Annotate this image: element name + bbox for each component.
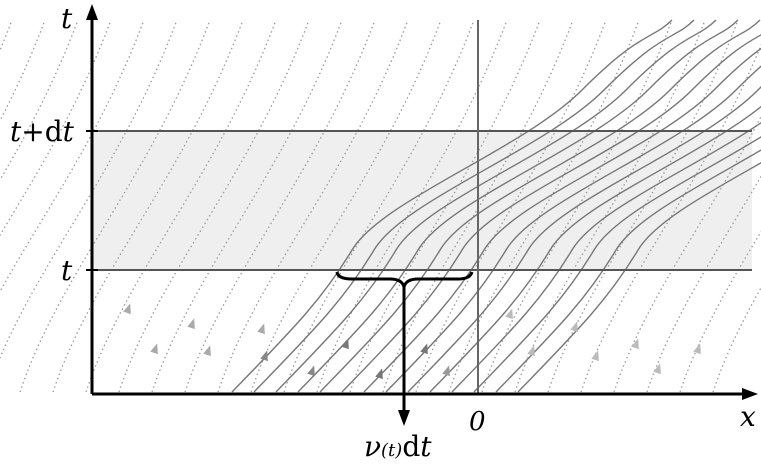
flow-arrow-icon: [420, 343, 428, 355]
solid-streamline: [319, 19, 761, 393]
t-plus-dt-label-t: t: [10, 115, 22, 148]
solid-streamline: [231, 19, 673, 393]
flow-arrow-icon: [123, 303, 131, 315]
flow-arrow-icon: [257, 323, 265, 335]
t-axis-arrowhead: [86, 4, 98, 20]
flow-direction-arrows: [123, 303, 701, 380]
solid-streamline: [517, 162, 761, 393]
flow-arrow-icon: [341, 338, 349, 350]
x-axis-arrowhead: [742, 388, 758, 400]
flow-arrow-icon: [631, 338, 639, 350]
solid-streamline: [297, 19, 739, 393]
solid-streamline: [407, 86, 761, 393]
t-plus-dt-label: t+dt: [10, 115, 75, 148]
dotted-streamline: [679, 230, 761, 393]
dotted-streamline: [547, 19, 739, 393]
t-plus-dt-label-t2: t: [63, 115, 75, 148]
t-axis-label: t: [61, 2, 73, 35]
dotted-streamline: [0, 19, 46, 122]
dotted-streamline: [481, 19, 673, 393]
solid-streamlines: [231, 19, 761, 393]
dotted-streamline: [415, 19, 607, 393]
dotted-streamline: [0, 19, 145, 293]
flow-arrow-icon: [187, 318, 195, 330]
dotted-streamline: [646, 175, 761, 393]
dotted-streamline: [349, 19, 541, 393]
flux-label-d: d: [402, 430, 420, 463]
dotted-streamline: [283, 19, 475, 393]
dotted-streamline: [184, 19, 376, 393]
flow-arrow-icon: [653, 363, 661, 375]
flow-arrow-icon: [260, 350, 268, 362]
x-axis-label: x: [740, 400, 756, 433]
solid-streamline: [363, 47, 761, 393]
flow-arrow-icon: [570, 321, 578, 333]
flow-arrow-icon: [150, 343, 158, 355]
dotted-streamline: [19, 19, 211, 393]
dotted-streamline: [0, 19, 13, 52]
flux-label-nu: ν: [364, 430, 381, 463]
dotted-streamline: [316, 19, 508, 393]
dotted-streamline: [85, 19, 277, 393]
flux-label-t: t: [420, 430, 432, 463]
flow-arrow-icon: [375, 368, 383, 380]
dotted-streamline: [118, 19, 310, 393]
flow-arrow-icon: [442, 365, 450, 377]
dotted-streamline: [382, 19, 574, 393]
dotted-streamlines: [0, 19, 761, 393]
origin-label: 0: [469, 407, 486, 437]
solid-streamline: [341, 34, 761, 393]
solid-streamline: [451, 121, 761, 393]
flow-arrow-icon: [527, 345, 535, 357]
flux-brace: [335, 271, 474, 288]
solid-streamline: [275, 19, 717, 393]
flow-arrow-icon: [693, 343, 701, 355]
dotted-streamline: [250, 19, 442, 393]
dotted-streamline: [0, 19, 112, 237]
solid-streamline: [495, 149, 761, 393]
dotted-streamline: [613, 115, 761, 393]
flow-arrow-icon: [307, 365, 315, 377]
flux-label: ν(t)dt: [364, 430, 432, 463]
solid-streamline: [253, 19, 695, 393]
flow-arrow-icon: [591, 350, 599, 362]
flux-arrowhead: [398, 410, 410, 426]
dotted-streamline: [0, 19, 178, 360]
dotted-streamline: [151, 19, 343, 393]
dotted-streamline: [52, 19, 244, 393]
flow-arrow-icon: [505, 308, 513, 320]
t-level-label: t: [61, 254, 73, 287]
solid-streamline: [429, 105, 761, 393]
dotted-streamline: [712, 286, 761, 393]
dotted-streamline: [217, 19, 409, 393]
dotted-streamline: [0, 19, 79, 182]
solid-streamline: [473, 136, 761, 393]
solid-streamline: [385, 65, 761, 393]
flux-label-arg: (t): [381, 440, 402, 461]
flow-arrow-icon: [203, 345, 211, 357]
t-plus-dt-label-plus-d: +d: [21, 115, 62, 148]
